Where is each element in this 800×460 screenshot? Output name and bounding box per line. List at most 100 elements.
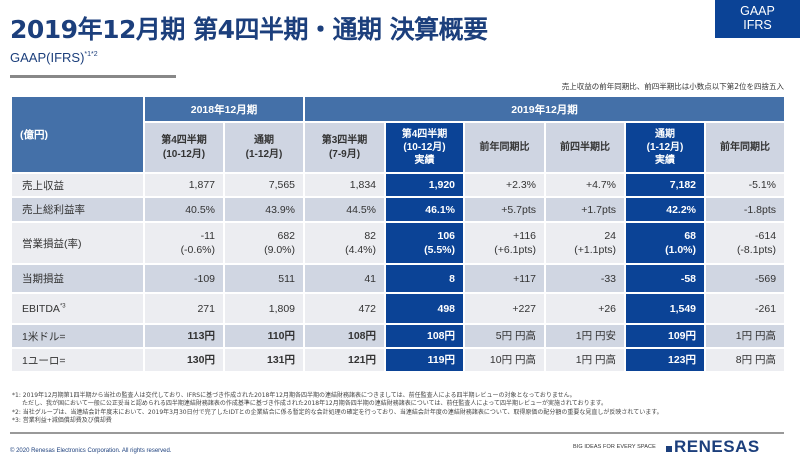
table-cell: 110円 bbox=[222, 323, 306, 349]
row-label-footnote-ref: *3 bbox=[59, 303, 66, 309]
table-cell: 1円 円高 bbox=[704, 323, 787, 349]
cell-value: -11 bbox=[200, 230, 215, 242]
renesas-logo: RENESAS bbox=[666, 437, 760, 457]
cell-value: 682 bbox=[277, 230, 296, 242]
column-header-line: 通期 bbox=[655, 129, 676, 140]
cell-value: +1.7pts bbox=[581, 203, 617, 216]
row-label: 当期損益 bbox=[10, 263, 145, 294]
table-cell: -261 bbox=[704, 292, 787, 325]
cell-value: 8円 円高 bbox=[735, 354, 777, 366]
cell-value: 8 bbox=[449, 272, 456, 285]
table-cell: 106 (5.5%) bbox=[384, 221, 466, 265]
cell-value: -569 bbox=[755, 272, 777, 285]
table-cell: 113円 bbox=[143, 323, 225, 349]
cell-value: 1,834 bbox=[349, 179, 377, 191]
column-header-line: (1-12月) bbox=[646, 142, 684, 153]
column-header-line: 第4四半期 bbox=[161, 134, 207, 146]
table-cell: +117 bbox=[463, 263, 547, 294]
table-cell: 42.2% bbox=[624, 196, 707, 223]
table-cell: 46.1% bbox=[384, 196, 466, 223]
table-cell: -1.8pts bbox=[704, 196, 787, 223]
table-cell: +4.7% bbox=[544, 172, 627, 198]
cell-value: 498 bbox=[437, 302, 456, 315]
table-cell: 10円 円高 bbox=[463, 347, 547, 373]
cell-value: 110円 bbox=[267, 330, 296, 342]
cell-value: 1,549 bbox=[669, 302, 697, 315]
table-cell: 271 bbox=[143, 292, 225, 325]
table-cell: +2.3% bbox=[463, 172, 547, 198]
column-header-line: (10-12月) bbox=[162, 148, 206, 160]
cell-value: 1円 円安 bbox=[575, 330, 617, 342]
group-header-2019: 2019年12月期 bbox=[303, 95, 787, 123]
table-cell: 82 (4.4%) bbox=[303, 221, 387, 265]
table-cell: 41 bbox=[303, 263, 387, 294]
cell-subvalue: (5.5%) bbox=[424, 244, 456, 256]
table-cell: 123円 bbox=[624, 347, 707, 373]
cell-value: +227 bbox=[512, 302, 537, 315]
cell-value: -33 bbox=[600, 272, 617, 285]
cell-value: 1円 円高 bbox=[575, 354, 617, 366]
cell-value: 44.5% bbox=[346, 203, 377, 216]
cell-value: +26 bbox=[598, 302, 617, 315]
table-cell: 1円 円高 bbox=[544, 347, 627, 373]
logo-mark-icon bbox=[666, 445, 672, 452]
column-header-line: (7-9月) bbox=[328, 148, 361, 160]
column-header: 第3四半期 (7-9月) bbox=[303, 121, 387, 174]
column-header-line: 実績 bbox=[655, 155, 676, 166]
page-title: 2019年12月期 第4四半期・通期 決算概要 bbox=[10, 15, 488, 44]
row-label-text: 売上総利益率 bbox=[22, 204, 85, 216]
page-subtitle: GAAP(IFRS)*1*2 bbox=[10, 50, 98, 65]
column-header: 第4四半期 (10-12月) bbox=[143, 121, 225, 174]
cell-value: 1,920 bbox=[428, 179, 456, 191]
financial-summary-table: (億円) 2018年12月期 2019年12月期 第4四半期 (10-12月) 通… bbox=[10, 95, 787, 373]
table-row: 当期損益 -109 511 41 8 +117 -33 -58 -569 bbox=[10, 263, 787, 294]
cell-value: +4.7% bbox=[585, 179, 617, 191]
cell-value: -58 bbox=[680, 272, 697, 285]
cell-value: 106 bbox=[437, 230, 456, 242]
cell-value: -261 bbox=[755, 302, 777, 315]
table-cell: 5円 円高 bbox=[463, 323, 547, 349]
table-cell: -33 bbox=[544, 263, 627, 294]
table-row: EBITDA*3 271 1,809 472 498 +227 +26 1,549 -261 bbox=[10, 292, 787, 325]
column-header-row: 第4四半期 (10-12月) 通期 (1-12月) 第3四半期 (7-9月) 第4四半… bbox=[11, 121, 787, 174]
row-label: 1米ドル= bbox=[10, 323, 145, 349]
title-underline bbox=[10, 75, 176, 78]
rounding-note: 売上収益の前年同期比、前四半期比は小数点以下第2位を四捨五入 bbox=[561, 82, 784, 91]
table-cell: 8 bbox=[384, 263, 466, 294]
table-cell: +1.7pts bbox=[544, 196, 627, 223]
cell-value: 42.2% bbox=[666, 203, 697, 216]
cell-value: 43.9% bbox=[265, 203, 296, 216]
subtitle-text: GAAP(IFRS) bbox=[10, 50, 85, 65]
table-cell: -614 (-8.1pts) bbox=[704, 221, 787, 265]
table-cell: 1,809 bbox=[222, 292, 306, 325]
column-header-line: (1-12月) bbox=[245, 148, 283, 160]
footnote-1-continued: ただし、我が国において一般に公正妥当と認められる四半期連結財務諸表の作成基準に基… bbox=[22, 400, 607, 408]
cell-subvalue: (-0.6%) bbox=[180, 244, 215, 256]
cell-value: -614 bbox=[755, 230, 777, 242]
table-cell: 43.9% bbox=[222, 196, 306, 223]
cell-value: 109円 bbox=[667, 330, 697, 342]
cell-value: 46.1% bbox=[425, 203, 456, 216]
table-cell: 1,834 bbox=[303, 172, 387, 198]
row-label-text: EBITDA bbox=[22, 302, 60, 315]
cell-value: 5円 円高 bbox=[495, 330, 537, 342]
cell-value: 7,565 bbox=[268, 179, 296, 191]
table-cell: 24 (+1.1pts) bbox=[544, 221, 627, 265]
column-header-line: 第4四半期 bbox=[401, 129, 448, 140]
cell-value: +2.3% bbox=[505, 179, 537, 191]
cell-value: 121円 bbox=[347, 354, 377, 366]
footnote-1: *1: 2019年12月期第1四半期から当社の監査人は交代しており、IFRSに基… bbox=[12, 392, 576, 399]
table-cell: 121円 bbox=[303, 347, 387, 373]
table-cell: 1,549 bbox=[624, 292, 707, 325]
column-header-line: 通期 bbox=[254, 134, 274, 146]
cell-value: +117 bbox=[513, 272, 537, 285]
cell-value: 24 bbox=[604, 230, 617, 242]
cell-value: 271 bbox=[197, 302, 215, 315]
table-cell: 472 bbox=[303, 292, 387, 325]
row-label: 売上総利益率 bbox=[10, 196, 145, 223]
row-label: 1ユーロ= bbox=[10, 347, 145, 373]
table-cell: -11 (-0.6%) bbox=[143, 221, 225, 265]
table-cell: 108円 bbox=[303, 323, 387, 349]
table-cell: -5.1% bbox=[704, 172, 787, 198]
table-row: 売上総利益率 40.5% 43.9% 44.5% 46.1% +5.7pts +1.7pts… bbox=[10, 196, 787, 223]
